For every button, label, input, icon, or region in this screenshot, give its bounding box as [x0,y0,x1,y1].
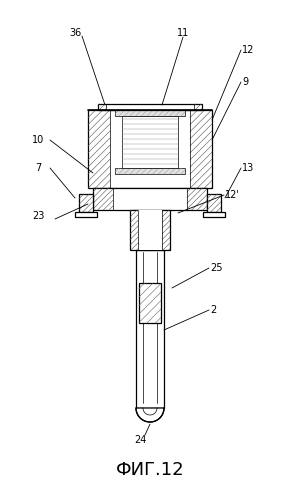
Bar [93,188,207,210]
Text: 23: 23 [32,211,44,221]
Text: 2: 2 [210,305,216,315]
Bar [207,194,221,212]
Text: 11: 11 [177,28,189,38]
Text: 36: 36 [69,28,81,38]
Bar [88,110,212,188]
Text: ФИГ.12: ФИГ.12 [116,461,184,479]
Bar [203,212,225,217]
Bar [138,210,162,250]
Bar [115,168,185,174]
Bar [98,104,202,110]
Bar [110,114,190,176]
Text: 12': 12' [225,190,240,200]
Bar [136,250,164,408]
Bar [139,283,161,323]
Text: 13: 13 [242,163,254,173]
Text: 25: 25 [210,263,223,273]
Text: 9: 9 [242,77,248,87]
Bar [75,212,97,217]
Bar [122,116,178,168]
Bar [115,110,185,116]
Polygon shape [136,408,164,422]
Bar [79,194,93,212]
Text: 12: 12 [242,45,254,55]
Text: 7: 7 [35,163,41,173]
Text: 10: 10 [32,135,44,145]
Bar [130,210,170,250]
Text: 24: 24 [134,435,146,445]
